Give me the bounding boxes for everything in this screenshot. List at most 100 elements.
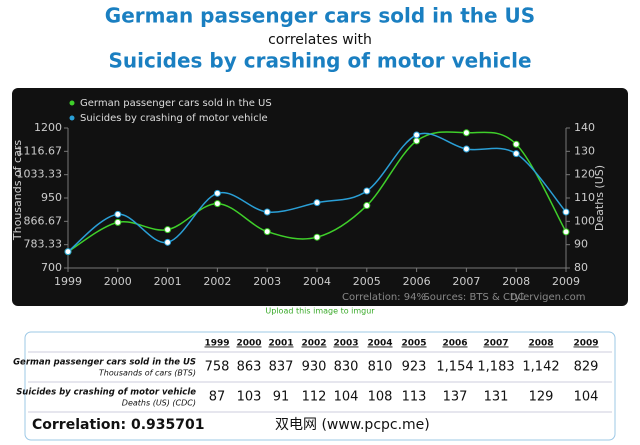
y-tick-label: 950 — [41, 191, 62, 204]
row-label: Suicides by crashing of motor vehicle — [16, 388, 196, 398]
upload-link[interactable]: Upload this image to imgur — [265, 307, 375, 316]
table-cell: 129 — [529, 390, 554, 405]
footer: Correlation: 94% — [342, 292, 426, 303]
chart-background — [12, 88, 628, 306]
point — [512, 150, 520, 158]
x-tick-label: 2000 — [104, 275, 132, 288]
table-header: 2006 — [442, 339, 467, 349]
table-cell: 131 — [484, 390, 509, 405]
table-header: 2009 — [573, 339, 598, 349]
point — [313, 233, 321, 241]
title: German passenger cars sold in the US — [105, 4, 535, 28]
table-header: 2005 — [401, 339, 426, 349]
point — [114, 218, 122, 226]
table-cell: 113 — [402, 390, 427, 405]
table-cell: 829 — [574, 360, 599, 375]
point — [413, 131, 421, 139]
x-tick-label: 2004 — [303, 275, 331, 288]
x-tick-label: 2006 — [403, 275, 431, 288]
table-cell: 863 — [237, 360, 262, 375]
legend-marker — [69, 100, 75, 106]
table-cell: 87 — [209, 390, 226, 405]
y-tick-label: 783.33 — [24, 238, 63, 251]
table-header: 1999 — [204, 339, 229, 349]
point — [213, 189, 221, 197]
row-label: German passenger cars sold in the US — [13, 358, 196, 368]
y2-tick-label: 90 — [574, 238, 588, 251]
table-header: 2001 — [268, 339, 293, 349]
table-cell: 103 — [237, 390, 262, 405]
table-cell: 112 — [302, 390, 327, 405]
point — [263, 228, 271, 236]
x-tick-label: 2008 — [502, 275, 530, 288]
table-cell: 930 — [302, 360, 327, 375]
table-cell: 830 — [334, 360, 359, 375]
legend-marker — [69, 115, 75, 121]
table-cell: 1,183 — [477, 360, 514, 375]
y-tick-label: 1116.67 — [17, 144, 63, 157]
point — [64, 248, 72, 256]
point — [313, 199, 321, 207]
table-cell: 137 — [443, 390, 468, 405]
table-cell: 1,142 — [522, 360, 559, 375]
row-sublabel: Thousands of cars (BTS) — [99, 369, 196, 378]
y-tick-label: 1200 — [34, 121, 62, 134]
point — [363, 202, 371, 210]
y-tick-label: 1033.33 — [17, 168, 63, 181]
table-header: 2007 — [483, 339, 508, 349]
point — [164, 238, 172, 246]
point — [164, 226, 172, 234]
point — [512, 140, 520, 148]
x-tick-label: 2009 — [552, 275, 580, 288]
row-sublabel: Deaths (US) (CDC) — [122, 399, 196, 408]
y2-axis-label: Deaths (US) — [593, 165, 606, 231]
table-cell: 108 — [368, 390, 393, 405]
point — [363, 187, 371, 195]
point — [263, 208, 271, 216]
x-tick-label: 2001 — [154, 275, 182, 288]
footer: tylervigen.com — [511, 292, 586, 303]
table-cell: 837 — [269, 360, 294, 375]
table-cell: 104 — [574, 390, 599, 405]
x-tick-label: 2005 — [353, 275, 381, 288]
watermark: 双电网 (www.pcpc.me) — [275, 417, 430, 433]
table-header: 2008 — [528, 339, 553, 349]
y2-tick-label: 100 — [574, 214, 595, 227]
y2-tick-label: 110 — [574, 191, 595, 204]
table-header: 2002 — [301, 339, 326, 349]
point — [462, 145, 470, 153]
table-header: 2004 — [367, 339, 392, 349]
point — [562, 228, 570, 236]
point — [462, 129, 470, 137]
x-tick-label: 2007 — [452, 275, 480, 288]
table-cell: 923 — [402, 360, 427, 375]
x-tick-label: 1999 — [54, 275, 82, 288]
y-tick-label: 700 — [41, 261, 62, 274]
table-frame — [24, 331, 616, 441]
point — [213, 200, 221, 208]
y2-tick-label: 80 — [574, 261, 588, 274]
table-cell: 91 — [273, 390, 290, 405]
point — [413, 137, 421, 145]
y2-tick-label: 140 — [574, 121, 595, 134]
table-cell: 1,154 — [436, 360, 473, 375]
legend-label: Suicides by crashing of motor vehicle — [80, 113, 268, 124]
footer: Sources: BTS & CDC — [423, 292, 524, 303]
y-tick-label: 866.67 — [24, 214, 63, 227]
point — [562, 208, 570, 216]
subtitle: correlates with — [268, 32, 372, 48]
table-header: 2003 — [333, 339, 358, 349]
table-cell: 104 — [334, 390, 359, 405]
correlation: Correlation: 0.935701 — [32, 417, 205, 433]
point — [114, 210, 122, 218]
x-tick-label: 2002 — [203, 275, 231, 288]
y-axis-label: Thousands of cars — [11, 140, 24, 241]
y2-tick-label: 120 — [574, 168, 595, 181]
table-header: 2000 — [236, 339, 261, 349]
x-tick-label: 2003 — [253, 275, 281, 288]
legend-label: German passenger cars sold in the US — [80, 98, 272, 109]
line — [67, 131, 567, 253]
y2-tick-label: 130 — [574, 144, 595, 157]
table-cell: 810 — [368, 360, 393, 375]
